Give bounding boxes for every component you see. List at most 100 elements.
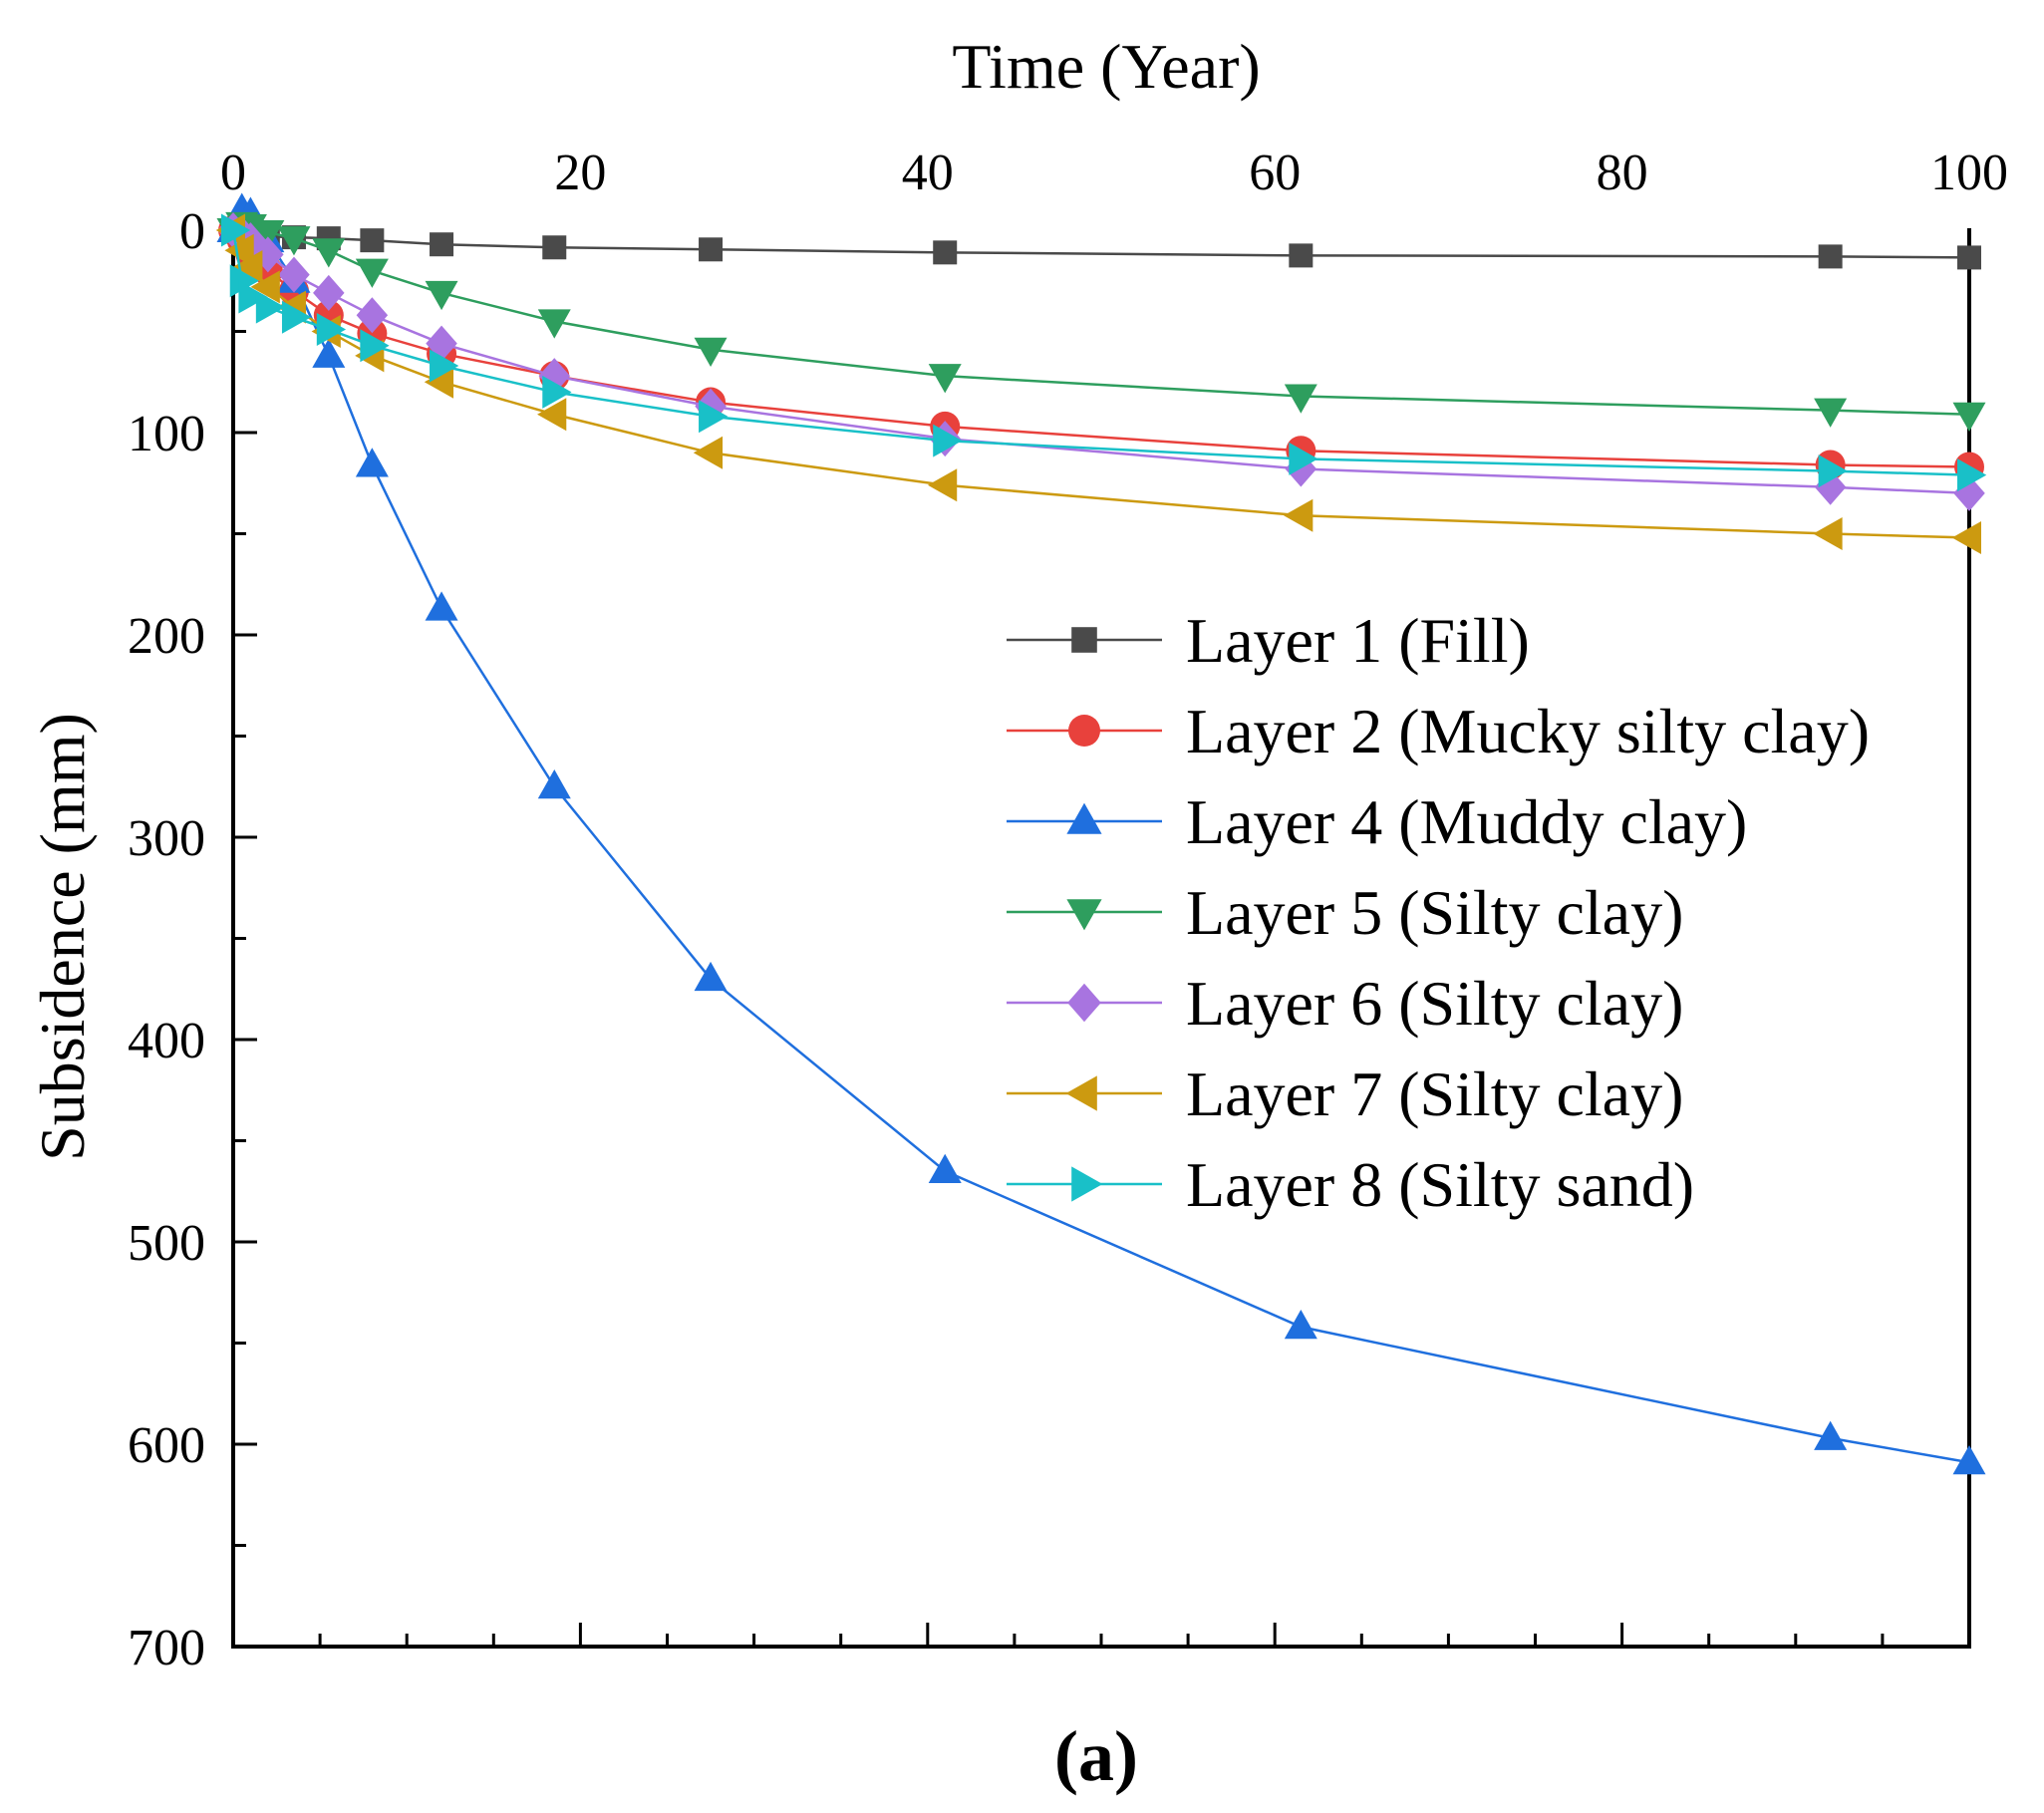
y-axis-title: Subsidence (mm) [27,713,98,1161]
y-tick-label: 0 [179,203,205,260]
data-point [1814,398,1848,428]
data-point [1289,243,1314,268]
series-line [232,228,1970,259]
y-tick-label: 400 [128,1013,205,1069]
legend-item: Layer 4 (Muddy clay) [1007,786,1747,857]
axis-ticks [231,228,1971,1649]
data-point [224,233,254,267]
data-point [1818,454,1848,488]
data-point [278,256,310,293]
legend-item: Layer 1 (Fill) [1007,605,1530,676]
data-point [221,213,251,247]
legend-item: Layer 5 (Silty clay) [1007,877,1683,948]
legend: Layer 1 (Fill) Layer 2 (Mucky silty clay)… [1007,605,1870,1220]
data-point [316,312,347,346]
legend-marker [1066,802,1102,834]
data-point [542,235,567,260]
data-point [694,961,728,992]
x-tick-label: 100 [1930,145,2008,201]
data-point [1284,498,1314,532]
x-tick-label: 0 [220,145,246,201]
data-point [238,280,268,314]
series-layer [215,192,1987,1475]
data-point [251,220,285,250]
data-point [537,769,571,799]
series-line [232,228,1970,495]
data-point [1957,245,1981,270]
y-tick-label: 700 [128,1620,205,1676]
data-point [699,237,724,262]
data-point [360,228,385,253]
legend-item: Layer 7 (Silty clay) [1007,1058,1683,1129]
legend-marker [1065,1075,1097,1111]
data-point [928,1153,962,1183]
data-point [430,349,459,383]
legend-label: Layer 6 (Silty clay) [1186,968,1683,1039]
data-point [1814,1420,1848,1450]
x-tick-label: 80 [1597,145,1648,201]
data-point [312,338,346,368]
series-1 [221,218,1981,270]
plot-frame [231,228,1971,1649]
data-point [927,468,958,502]
data-point [694,337,728,368]
data-point [313,274,345,311]
legend-label: Layer 7 (Silty clay) [1186,1058,1683,1129]
legend-label: Layer 4 (Muddy clay) [1186,786,1747,857]
y-tick-label: 300 [128,810,205,867]
x-tick-label: 60 [1249,145,1301,201]
data-point [281,300,312,334]
data-point [1818,244,1843,269]
legend-label: Layer 8 (Silty sand) [1186,1149,1694,1220]
figure-caption: (a) [1054,1716,1138,1796]
data-point [1284,384,1317,414]
legend-marker [1071,627,1097,653]
legend-item: Layer 2 (Mucky silty clay) [1007,696,1870,766]
legend-marker [1067,983,1101,1023]
data-point [1952,1445,1986,1475]
data-point [229,264,259,298]
series-line [232,229,1970,468]
legend-marker [1068,715,1100,747]
data-point [1284,1310,1317,1340]
data-point [424,365,454,399]
series-7 [221,213,1987,492]
data-point [277,226,311,256]
data-point [1957,458,1987,492]
data-point [1952,402,1986,432]
data-point [425,591,458,621]
x-tick-label: 20 [554,145,606,201]
data-point [356,297,389,334]
data-point [933,240,958,265]
legend-label: Layer 5 (Silty clay) [1186,877,1683,948]
x-tick-label: 40 [902,145,954,201]
data-point [312,238,346,268]
y-tick-label: 500 [128,1215,205,1272]
data-point [255,290,286,324]
x-axis-title: Time (Year) [952,31,1260,102]
axis-tick-labels: 0 20 40 60 80 100 0 100 200 300 400 500 600 700 [128,145,2008,1676]
data-point [542,375,572,409]
data-point [1951,521,1981,555]
data-point [699,400,729,434]
data-point [250,270,280,304]
y-tick-label: 100 [128,406,205,462]
data-point [537,398,567,432]
legend-label: Layer 2 (Mucky silty clay) [1186,696,1870,766]
data-point [1289,442,1318,475]
data-point [355,258,389,288]
legend-marker [1066,899,1102,931]
data-point [1813,517,1843,550]
data-point [928,364,962,394]
data-point [693,436,724,469]
legend-label: Layer 1 (Fill) [1186,605,1530,676]
data-point [537,309,571,339]
data-point [355,448,389,477]
data-point [430,232,454,257]
data-point [360,329,390,363]
y-tick-label: 600 [128,1417,205,1474]
data-point [233,250,263,284]
data-point [933,424,963,457]
legend-item: Layer 8 (Silty sand) [1007,1149,1694,1220]
